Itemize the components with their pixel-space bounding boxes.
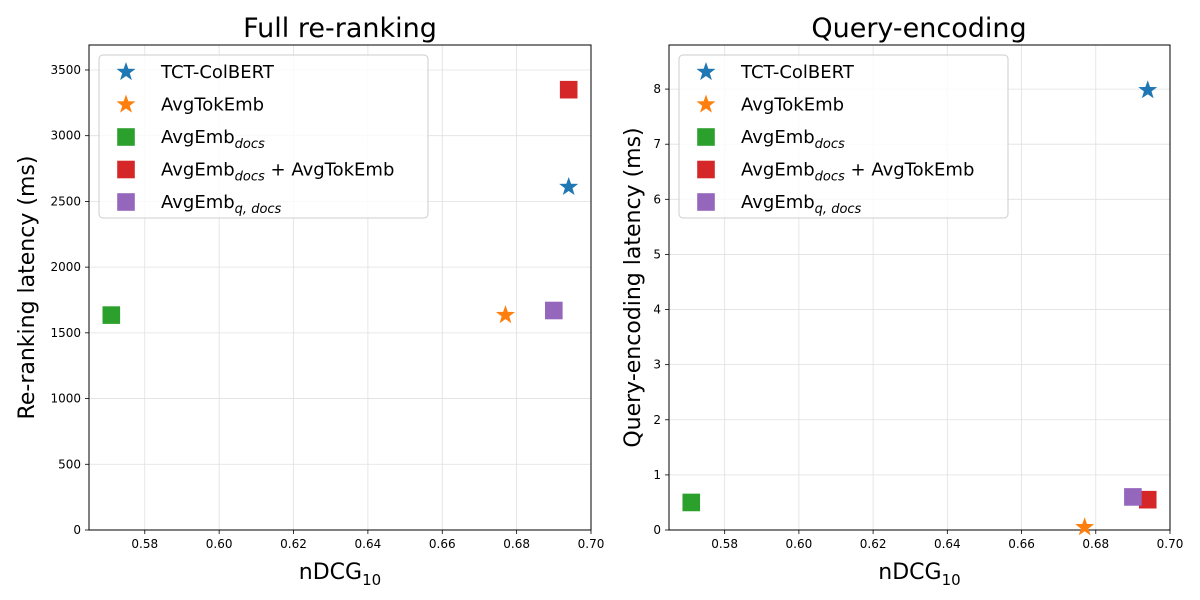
y-axis-label: Query-encoding latency (ms)	[621, 127, 646, 447]
x-tick-label: 0.70	[1157, 537, 1184, 551]
y-tick-label: 0	[73, 523, 81, 537]
y-tick-label: 4	[653, 303, 661, 317]
x-tick-label: 0.62	[280, 537, 307, 551]
y-tick-label: 2500	[50, 194, 81, 208]
data-point	[559, 80, 578, 99]
y-tick-label: 1500	[50, 326, 81, 340]
legend-label: AvgEmbdocs + AvgTokEmb	[741, 160, 974, 185]
y-tick-label: 1000	[50, 392, 81, 406]
x-tick-label: 0.68	[503, 537, 530, 551]
x-tick-label: 0.58	[711, 537, 738, 551]
data-point	[682, 493, 701, 512]
legend-box	[678, 54, 1009, 219]
legend-marker	[116, 94, 136, 113]
y-tick-label: 2000	[50, 260, 81, 274]
legend: TCT-ColBERT AvgTokEmb AvgEmbdocs AvgEmbdocs…	[678, 54, 1009, 219]
legend-label: AvgEmbdocs	[161, 127, 265, 152]
x-tick-label: 0.64	[355, 537, 382, 551]
y-tick-label: 3500	[50, 63, 81, 77]
data-point	[1138, 490, 1157, 509]
data-point	[1075, 517, 1095, 536]
data-point	[495, 305, 515, 324]
x-tick-label: 0.66	[1008, 537, 1035, 551]
legend-label: AvgTokEmb	[161, 95, 264, 116]
x-axis-label: nDCG10	[878, 560, 960, 589]
legend-marker	[697, 128, 715, 146]
y-tick-label: 500	[58, 457, 81, 471]
legend-label: TCT-ColBERT	[740, 62, 855, 83]
chart-full-reranking: 0.58 0.60 0.62 0.64 0.66 0.68 0.70 0 500 1000 1500…	[15, 13, 604, 589]
x-tick-label: 0.70	[578, 537, 605, 551]
y-tick-label: 2	[653, 413, 661, 427]
legend-marker	[697, 193, 715, 211]
legend-box	[98, 54, 429, 219]
chart-title: Query-encoding	[811, 13, 1026, 44]
y-tick-label: 0	[653, 523, 661, 537]
plot-frame	[88, 44, 592, 531]
data-point	[545, 301, 563, 320]
x-tick-label: 0.60	[786, 537, 813, 551]
data-point	[1138, 80, 1158, 99]
plot-frame	[668, 44, 1171, 531]
legend-marker	[697, 160, 715, 179]
data-point	[102, 306, 121, 324]
y-tick-label: 3	[653, 358, 661, 372]
data-point	[559, 176, 579, 196]
legend-label: AvgTokEmb	[741, 95, 844, 116]
legend-label: AvgEmbdocs + AvgTokEmb	[161, 160, 394, 185]
data-point	[1124, 488, 1142, 506]
legend-marker	[696, 62, 716, 81]
x-tick-label: 0.68	[1082, 537, 1109, 551]
legend-marker	[696, 94, 716, 113]
legend-marker	[117, 193, 135, 211]
legend-marker	[117, 128, 135, 146]
legend-label: AvgEmbq, docs	[161, 192, 282, 217]
legend-marker	[116, 62, 136, 81]
legend-label: AvgEmbq, docs	[741, 192, 862, 217]
x-tick-label: 0.62	[860, 537, 887, 551]
legend-label: TCT-ColBERT	[160, 62, 275, 83]
legend: TCT-ColBERT AvgTokEmb AvgEmbdocs AvgEmbdocs…	[98, 54, 429, 219]
legend-label: AvgEmbdocs	[741, 127, 845, 152]
x-tick-label: 0.64	[934, 537, 961, 551]
chart-title: Full re-ranking	[243, 13, 437, 44]
y-tick-label: 8	[653, 82, 661, 96]
y-axis-label: Re-ranking latency (ms)	[15, 156, 40, 420]
x-tick-label: 0.58	[131, 537, 158, 551]
y-tick-label: 3000	[50, 129, 81, 143]
y-tick-label: 5	[653, 247, 661, 261]
x-tick-label: 0.66	[429, 537, 456, 551]
x-tick-label: 0.60	[206, 537, 233, 551]
chart-query-encoding: 0.58 0.60 0.62 0.64 0.66 0.68 0.70 0 1 2 3 4 5 6 7 8 Que…	[621, 13, 1183, 589]
x-axis-label: nDCG10	[299, 560, 381, 589]
y-tick-label: 6	[653, 192, 661, 206]
legend-marker	[117, 160, 135, 179]
y-tick-label: 1	[653, 468, 661, 482]
y-tick-label: 7	[653, 137, 661, 151]
